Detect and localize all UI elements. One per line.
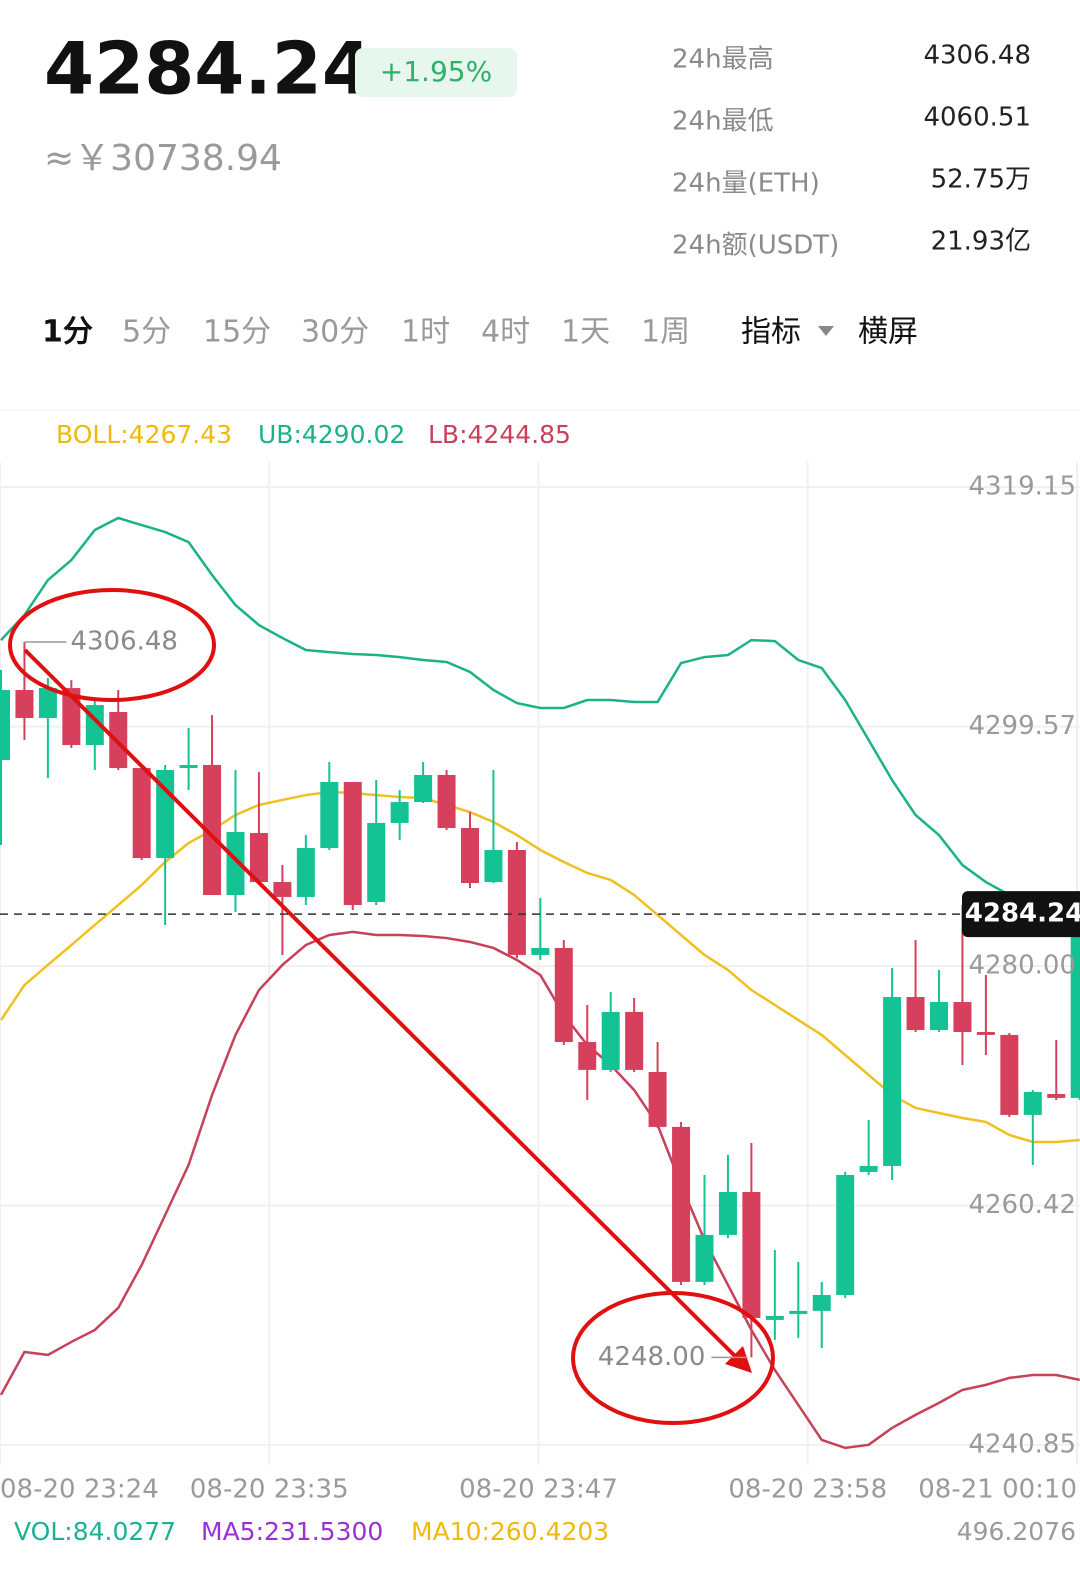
candle-body — [883, 997, 902, 1166]
volume-legend: MA5:231.5300 — [201, 1517, 383, 1546]
candle-body — [15, 689, 34, 719]
candle-body — [601, 1011, 620, 1070]
stat-label: 24h最低 — [672, 107, 774, 137]
candle-body — [203, 764, 222, 896]
boll-band — [0, 516, 1080, 922]
overlay: 4240.85 4260.42 4280.00 4299.57 4319.15 4306.… — [0, 472, 1080, 1459]
candle-body — [461, 827, 479, 884]
candle-body — [906, 997, 925, 1031]
change: +1.95% — [380, 55, 492, 88]
candle-body — [1070, 914, 1080, 1098]
min-label: 4248.00 — [598, 1342, 706, 1372]
max-label: 4306.48 — [70, 627, 178, 657]
plot — [0, 462, 1080, 1465]
candle-body — [367, 822, 386, 902]
arrow — [23, 648, 737, 1358]
candle-body — [859, 1165, 878, 1172]
highlight-circle — [8, 588, 216, 702]
candle-body — [38, 688, 57, 719]
candle-body — [531, 947, 550, 955]
candle-body — [484, 849, 503, 883]
candle-body — [179, 764, 198, 769]
candle-body — [554, 947, 573, 1043]
change-pill — [355, 48, 517, 97]
candle-body — [812, 1294, 831, 1311]
cny-price: ≈￥30738.94 — [44, 138, 282, 179]
candle-body — [273, 882, 292, 897]
y-tick-label: 4260.42 — [968, 1190, 1076, 1220]
candle-body — [648, 1071, 667, 1127]
candle-body — [343, 781, 362, 906]
candle-body — [976, 1031, 995, 1035]
stat-label: 24h量(ETH) — [672, 169, 820, 199]
last-price-label: 4284.24 — [965, 899, 1080, 929]
y-tick-label: 4280.00 — [968, 950, 1076, 980]
candle-body — [1000, 1034, 1019, 1115]
timeframe-tab[interactable]: 1天 — [561, 315, 610, 350]
timeframe-tab[interactable]: 1周 — [641, 315, 690, 350]
stat-value: 52.75万 — [931, 165, 1031, 195]
candle-body — [226, 832, 245, 896]
candle-body — [625, 1011, 644, 1070]
candle-body — [718, 1191, 737, 1235]
timeframe-tab[interactable]: 30分 — [301, 315, 369, 350]
last-price-tag — [962, 891, 1080, 938]
stat-label: 24h额(USDT) — [672, 231, 839, 261]
indicator-legend: BOLL:4267.43 — [56, 420, 232, 449]
candle-body — [578, 1042, 597, 1070]
candle-body — [765, 1315, 784, 1320]
boll-band — [0, 930, 1080, 1450]
timeframe-tab[interactable]: 1时 — [401, 315, 450, 350]
arrow-head — [725, 1346, 752, 1373]
candle-body — [0, 689, 10, 760]
candle-body — [296, 848, 315, 897]
candle-body — [1047, 1094, 1066, 1098]
candle-body — [249, 832, 268, 883]
timeframe-tab[interactable]: 15分 — [203, 315, 271, 350]
menu-button[interactable]: 横屏 — [858, 315, 918, 350]
volume-max: 496.2076 — [957, 1517, 1076, 1546]
menu-button[interactable]: 指标 — [741, 315, 801, 350]
timeframe-tab[interactable]: 5分 — [122, 315, 171, 350]
y-tick-label: 4299.57 — [968, 711, 1076, 741]
x-tick-label: 08-20 23:47 — [459, 1475, 618, 1505]
candle-body — [930, 1002, 948, 1031]
candle-body — [320, 781, 339, 849]
x-tick-label: 08-20 23:35 — [190, 1475, 349, 1505]
candle-body — [414, 775, 433, 803]
candle-body — [789, 1310, 808, 1314]
candle-body — [437, 775, 456, 828]
candle-body — [953, 1002, 972, 1032]
candle-body — [132, 768, 151, 859]
x-tick-label: 08-21 00:10 — [918, 1475, 1077, 1505]
candle-body — [742, 1191, 761, 1318]
stat-label: 24h最高 — [672, 45, 774, 75]
x-tick-label: 08-20 23:24 — [0, 1475, 159, 1505]
dropdown-icon — [818, 326, 834, 336]
candle-body — [1023, 1091, 1042, 1115]
indicator-legend: LB:4244.85 — [428, 420, 571, 449]
stat-value: 4060.51 — [923, 103, 1031, 133]
price: 4284.24 — [44, 27, 372, 111]
candle-body — [390, 802, 409, 823]
stat-value: 21.93亿 — [931, 227, 1031, 257]
y-tick-label: 4240.85 — [968, 1429, 1076, 1459]
volume-legend: VOL:84.0277 — [14, 1517, 176, 1546]
stat-value: 4306.48 — [923, 41, 1031, 71]
candle-body — [836, 1174, 855, 1295]
candle-body — [672, 1126, 691, 1282]
timeframe-tab[interactable]: 4时 — [481, 315, 530, 350]
timeframe-tab[interactable]: 1分 — [42, 315, 93, 350]
candle-body — [695, 1234, 714, 1282]
x-tick-label: 08-20 23:58 — [728, 1475, 887, 1505]
candle-body — [507, 849, 526, 955]
y-tick-label: 4319.15 — [968, 472, 1076, 502]
volume-legend: MA10:260.4203 — [411, 1517, 609, 1546]
indicator-legend: UB:4290.02 — [258, 420, 405, 449]
